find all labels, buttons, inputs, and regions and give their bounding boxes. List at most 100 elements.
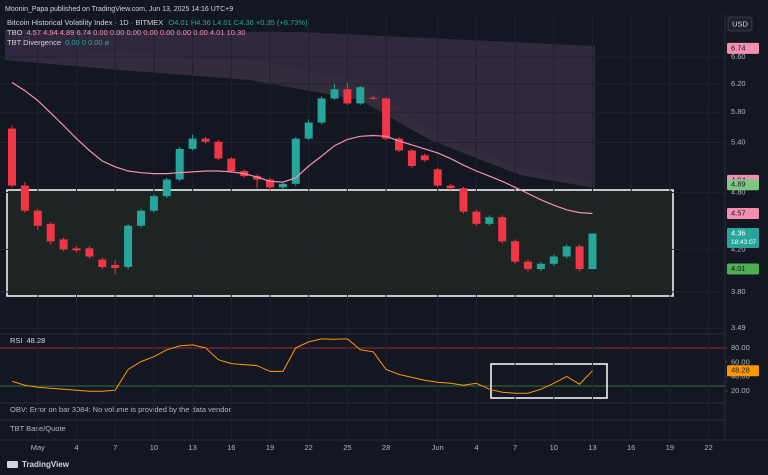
candle-body (266, 179, 274, 188)
candle-body (175, 148, 184, 180)
candle-body (201, 138, 210, 142)
x-tick-label: Jun (432, 443, 444, 452)
candle-body (85, 248, 94, 257)
candle-body (511, 241, 520, 262)
highlight-box (6, 189, 674, 297)
candle-body (343, 89, 352, 104)
candle-body (149, 196, 158, 211)
price-label: 4.57 (731, 208, 746, 217)
candle-body (46, 223, 55, 242)
indicator-name: TBT Divergence (7, 38, 61, 47)
candle-body (549, 256, 558, 264)
currency-button[interactable] (727, 16, 753, 32)
x-tick-label: 19 (266, 443, 274, 452)
rsi-price-label: 48.28 (731, 366, 750, 375)
candle-body (356, 87, 365, 104)
obv-pane-text: OBV: Error on bar 3084: No volume is pro… (10, 405, 233, 414)
series-title: Bitcoin Historical Volatility Index · 1D… (7, 18, 163, 27)
y-tick-label: 6.60 (731, 52, 746, 61)
x-tick-label: 4 (474, 443, 478, 452)
candle-body (588, 233, 597, 270)
candle-body (227, 158, 236, 172)
y-tick-label: 3.49 (731, 323, 746, 332)
publisher: Moonin_Papa published on TradingView.com… (5, 6, 233, 13)
candle-body (524, 261, 532, 270)
rsi-name: RSI (10, 336, 23, 345)
countdown: 18:43:07 (731, 239, 757, 246)
candle-body (369, 97, 378, 99)
candle-body (33, 210, 42, 226)
x-tick-label: 13 (588, 443, 596, 452)
candle-body (317, 98, 326, 123)
candle-body (98, 259, 107, 267)
y-tick-label: 6.20 (731, 79, 746, 88)
price-label-bg (727, 263, 759, 275)
price-label: 4.89 (731, 180, 746, 189)
candle-body (124, 225, 133, 267)
x-tick-label: May (31, 443, 45, 452)
candle-body (407, 150, 416, 167)
candle-body (278, 183, 287, 188)
y-tick-label: 4.80 (731, 188, 746, 197)
x-tick-label: 22 (704, 443, 712, 452)
x-tick-label: 7 (513, 443, 517, 452)
candle-body (498, 217, 507, 242)
cloud-band-inner (5, 52, 595, 188)
candle-body (137, 210, 145, 226)
ohlc-readout: O4.01 H4.36 L4.01 C4.36 +0.35 (+8.73%) (168, 18, 308, 27)
candle-body (330, 89, 339, 99)
candle-body (472, 211, 481, 224)
y-tick-label: 3.80 (731, 287, 746, 296)
candle-body (433, 169, 442, 186)
price-label-bg (727, 207, 759, 219)
candle-body (420, 155, 429, 161)
currency[interactable]: USD (732, 19, 748, 28)
indicator-line (11, 81, 593, 215)
price-label: 4.36 (731, 228, 746, 237)
candle-body (253, 176, 262, 180)
candle-body (382, 98, 391, 139)
price-label-bg (727, 179, 759, 191)
rsi-readout: 48.28 (27, 336, 46, 345)
x-tick-label: 22 (305, 443, 313, 452)
candle-body (395, 138, 403, 151)
candle-body (162, 179, 171, 197)
candle-body (8, 128, 16, 186)
candle-body (536, 263, 545, 270)
brand: TradingView (22, 460, 70, 469)
candle-body (20, 185, 29, 211)
candle-body (111, 264, 120, 268)
x-tick-label: 25 (343, 443, 351, 452)
y-tick-label: 80.00 (731, 343, 750, 352)
x-tick-label: 16 (627, 443, 635, 452)
x-tick-label: 10 (150, 443, 158, 452)
price-label: 4.01 (731, 264, 746, 273)
rsi-line (11, 338, 593, 394)
candle-body (72, 248, 81, 251)
candle-body (214, 141, 223, 159)
price-label-bg (727, 227, 759, 248)
price-label-bg (727, 42, 759, 54)
candle-body (459, 188, 468, 212)
indicator-readout: 0.00 0 0.00 ø (65, 38, 110, 47)
candle-body (446, 185, 455, 189)
x-tick-label: 4 (74, 443, 78, 452)
candle-body (575, 246, 584, 270)
x-tick-label: 16 (227, 443, 235, 452)
y-tick-label: 20.00 (731, 386, 750, 395)
indicator-name: TBO (7, 28, 23, 37)
rsi-highlight-box (490, 363, 608, 399)
candle-body (304, 122, 313, 139)
y-tick-label: 4.20 (731, 244, 746, 253)
rsi-price-label-bg (727, 365, 759, 377)
candle-body (291, 138, 300, 184)
candle-body (188, 138, 197, 149)
x-tick-label: 7 (113, 443, 117, 452)
candle-body (562, 246, 571, 257)
candle-body (59, 239, 68, 250)
y-tick-label: 60.00 (731, 357, 750, 366)
x-tick-label: 10 (550, 443, 558, 452)
x-tick-label: 28 (382, 443, 390, 452)
price-label: 6.74 (731, 43, 746, 52)
